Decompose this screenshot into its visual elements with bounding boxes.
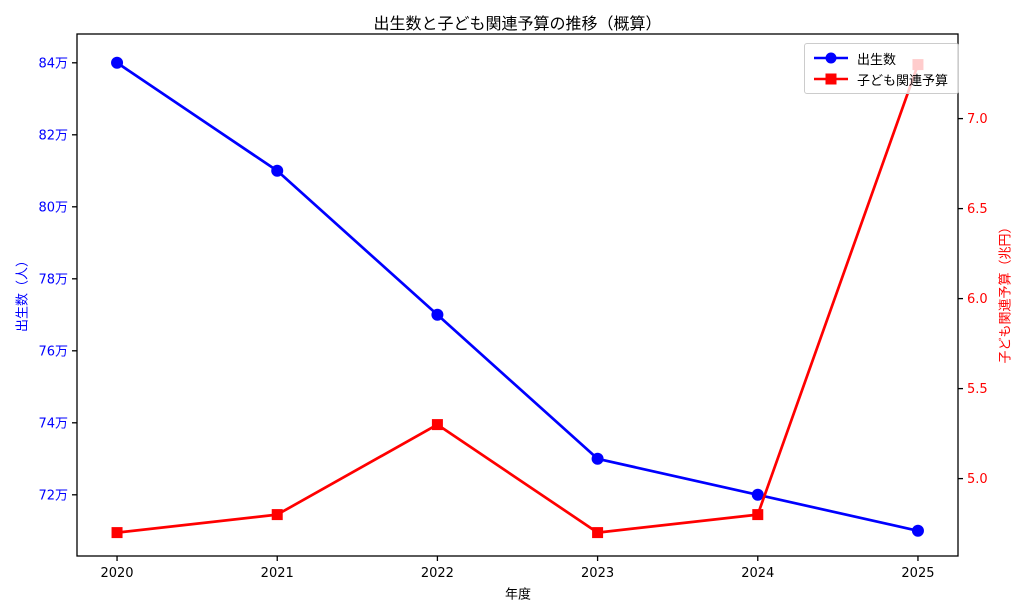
legend-item-births: 出生数 (813, 49, 948, 68)
left-tick-label: 82万 (38, 128, 68, 143)
left-tick-label: 78万 (38, 272, 68, 287)
legend-item-budget: 子ども関連予算 (813, 70, 949, 89)
x-tick-label: 2024 (741, 566, 774, 581)
left-tick-label: 72万 (38, 488, 68, 503)
right-tick-label: 7.0 (967, 112, 988, 127)
x-axis-label: 年度 (504, 587, 532, 603)
left-axis-label: 出生数（人） (15, 253, 31, 333)
x-tick-label: 2022 (421, 566, 454, 581)
circle-marker-icon (825, 52, 837, 64)
chart-title: 出生数と子ども関連予算の推移（概算） (373, 14, 662, 33)
left-tick-label: 84万 (38, 56, 68, 71)
legend: 出生数 子ども関連予算 (804, 43, 960, 94)
square-marker-icon (111, 527, 123, 539)
circle-marker-icon (911, 524, 924, 537)
legend-label: 子ども関連予算 (857, 73, 949, 89)
right-tick-label: 6.5 (967, 202, 988, 217)
legend-sample-line-circle-icon (814, 52, 848, 64)
right-axis-label: 子ども関連予算（兆円） (998, 220, 1014, 364)
series-line-出生数 (116, 61, 919, 533)
right-tick-label: 6.0 (967, 292, 988, 307)
square-marker-icon (431, 419, 443, 431)
x-tick-label: 2023 (581, 566, 614, 581)
x-tick-label: 2021 (261, 566, 294, 581)
x-tick-label: 2025 (901, 566, 934, 581)
square-marker-icon (592, 527, 604, 539)
square-marker-icon (825, 73, 837, 85)
circle-marker-icon (591, 452, 604, 465)
right-tick-label: 5.5 (967, 382, 988, 397)
left-tick-label: 80万 (38, 200, 68, 215)
legend-sample-line-square-icon (814, 73, 848, 85)
left-tick-label: 74万 (38, 416, 68, 431)
plot-border (76, 33, 959, 557)
circle-marker-icon (271, 164, 284, 177)
circle-marker-icon (111, 56, 124, 69)
circle-marker-icon (431, 308, 444, 321)
left-tick-label: 76万 (38, 344, 68, 359)
square-marker-icon (271, 509, 283, 521)
square-marker-icon (752, 509, 764, 521)
legend-label: 出生数 (857, 52, 897, 68)
series-line-子ども関連予算 (116, 64, 920, 534)
x-tick-label: 2020 (100, 566, 133, 581)
circle-marker-icon (751, 488, 764, 501)
right-tick-label: 5.0 (967, 472, 988, 487)
